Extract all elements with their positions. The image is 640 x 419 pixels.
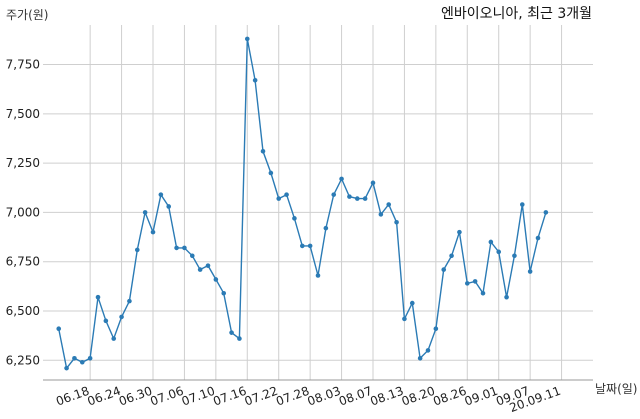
data-point — [472, 279, 478, 284]
data-point — [315, 273, 321, 278]
data-point — [339, 176, 344, 182]
series-line — [58, 38, 547, 370]
data-point — [370, 180, 376, 186]
data-point — [284, 192, 289, 197]
data-point — [205, 263, 211, 268]
data-point — [519, 202, 525, 207]
data-point — [111, 336, 117, 341]
y-tick-label: 7,000 — [6, 205, 40, 219]
data-point — [260, 148, 266, 154]
y-tick-label: 6,250 — [6, 353, 40, 367]
data-point — [237, 336, 242, 341]
x-axis: 06.1806.2406.3007.0607.1007.1607.2207.28… — [43, 379, 593, 415]
data-point — [276, 196, 282, 201]
data-point — [409, 300, 415, 306]
data-point — [150, 229, 156, 235]
data-point — [56, 326, 62, 332]
data-point — [95, 294, 101, 300]
data-point — [378, 212, 384, 217]
data-point — [142, 210, 148, 215]
data-point — [268, 170, 274, 176]
data-point — [425, 348, 431, 353]
data-point — [347, 194, 352, 199]
data-point — [79, 359, 85, 365]
data-point — [299, 243, 305, 249]
x-axis-label: 날짜(일) — [595, 382, 637, 396]
data-point — [292, 216, 297, 221]
data-point — [134, 247, 140, 253]
data-point — [464, 281, 470, 286]
data-point — [182, 245, 187, 251]
data-point — [197, 267, 203, 272]
data-point — [72, 356, 77, 361]
data-point — [480, 290, 486, 296]
data-point — [229, 330, 234, 335]
data-point — [119, 314, 124, 320]
data-point — [496, 249, 502, 255]
data-point — [354, 196, 360, 201]
y-tick-label: 6,750 — [6, 255, 40, 269]
data-point — [166, 204, 172, 209]
y-axis: 6,250 6,500 6,750 7,000 7,250 7,500 7,750 — [6, 58, 40, 368]
data-point — [402, 316, 407, 322]
data-point — [64, 365, 69, 371]
data-point — [457, 229, 462, 235]
data-point — [252, 77, 258, 83]
data-point — [441, 267, 447, 272]
data-point — [213, 277, 219, 282]
y-axis-label: 주가(원) — [6, 8, 48, 22]
y-tick-label: 7,250 — [6, 156, 40, 170]
data-point — [433, 326, 439, 332]
data-point — [189, 253, 195, 259]
data-point — [543, 210, 549, 215]
y-tick-label: 7,500 — [6, 107, 40, 121]
data-point — [307, 243, 313, 249]
price-series — [56, 36, 549, 371]
data-point — [449, 253, 454, 259]
data-point — [417, 356, 423, 361]
data-point — [158, 192, 164, 197]
y-tick-label: 6,500 — [6, 304, 40, 318]
chart-title: 엔바이오니아, 최근 3개월 — [441, 6, 592, 22]
y-tick-label: 7,750 — [6, 58, 40, 72]
data-point — [87, 356, 93, 361]
data-point — [174, 245, 179, 251]
data-point — [527, 269, 533, 274]
data-point — [535, 235, 541, 241]
data-point — [103, 318, 109, 324]
data-point — [512, 253, 517, 259]
data-point — [386, 202, 392, 207]
data-point — [488, 239, 494, 245]
grid-lines — [43, 25, 593, 380]
data-point — [362, 196, 368, 201]
data-point — [323, 225, 329, 231]
data-point — [504, 294, 509, 300]
data-point — [127, 298, 132, 304]
data-point — [221, 290, 227, 296]
data-point — [244, 36, 250, 42]
data-point — [394, 219, 399, 225]
data-point — [331, 192, 337, 197]
